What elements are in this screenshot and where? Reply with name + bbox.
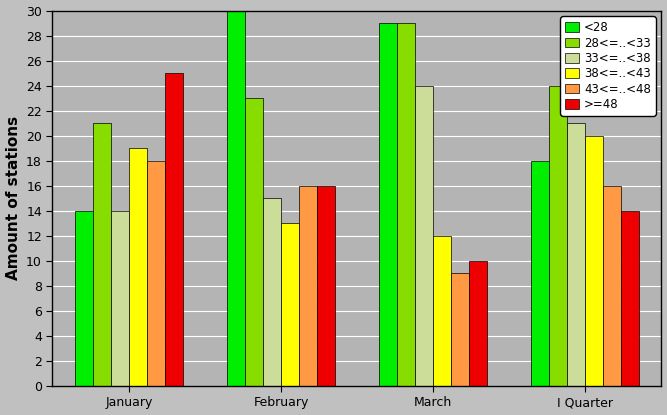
Bar	[603, 186, 621, 386]
Bar	[531, 161, 549, 386]
Bar	[451, 273, 469, 386]
Bar	[263, 198, 281, 386]
Bar	[379, 23, 397, 386]
Bar	[567, 123, 585, 386]
Bar	[227, 10, 245, 386]
Bar	[93, 123, 111, 386]
Bar	[129, 148, 147, 386]
Bar	[397, 23, 415, 386]
Bar	[433, 236, 451, 386]
Bar	[621, 211, 638, 386]
Bar	[281, 223, 299, 386]
Bar	[549, 85, 567, 386]
Bar	[147, 161, 165, 386]
Bar	[415, 85, 433, 386]
Bar	[299, 186, 317, 386]
Bar	[317, 186, 335, 386]
Bar	[111, 211, 129, 386]
Bar	[165, 73, 183, 386]
Legend: <28, 28<=..<33, 33<=..<38, 38<=..<43, 43<=..<48, >=48: <28, 28<=..<33, 33<=..<38, 38<=..<43, 43…	[560, 17, 656, 116]
Y-axis label: Amount of stations: Amount of stations	[5, 116, 21, 281]
Bar	[585, 136, 603, 386]
Bar	[469, 261, 487, 386]
Bar	[75, 211, 93, 386]
Bar	[245, 98, 263, 386]
